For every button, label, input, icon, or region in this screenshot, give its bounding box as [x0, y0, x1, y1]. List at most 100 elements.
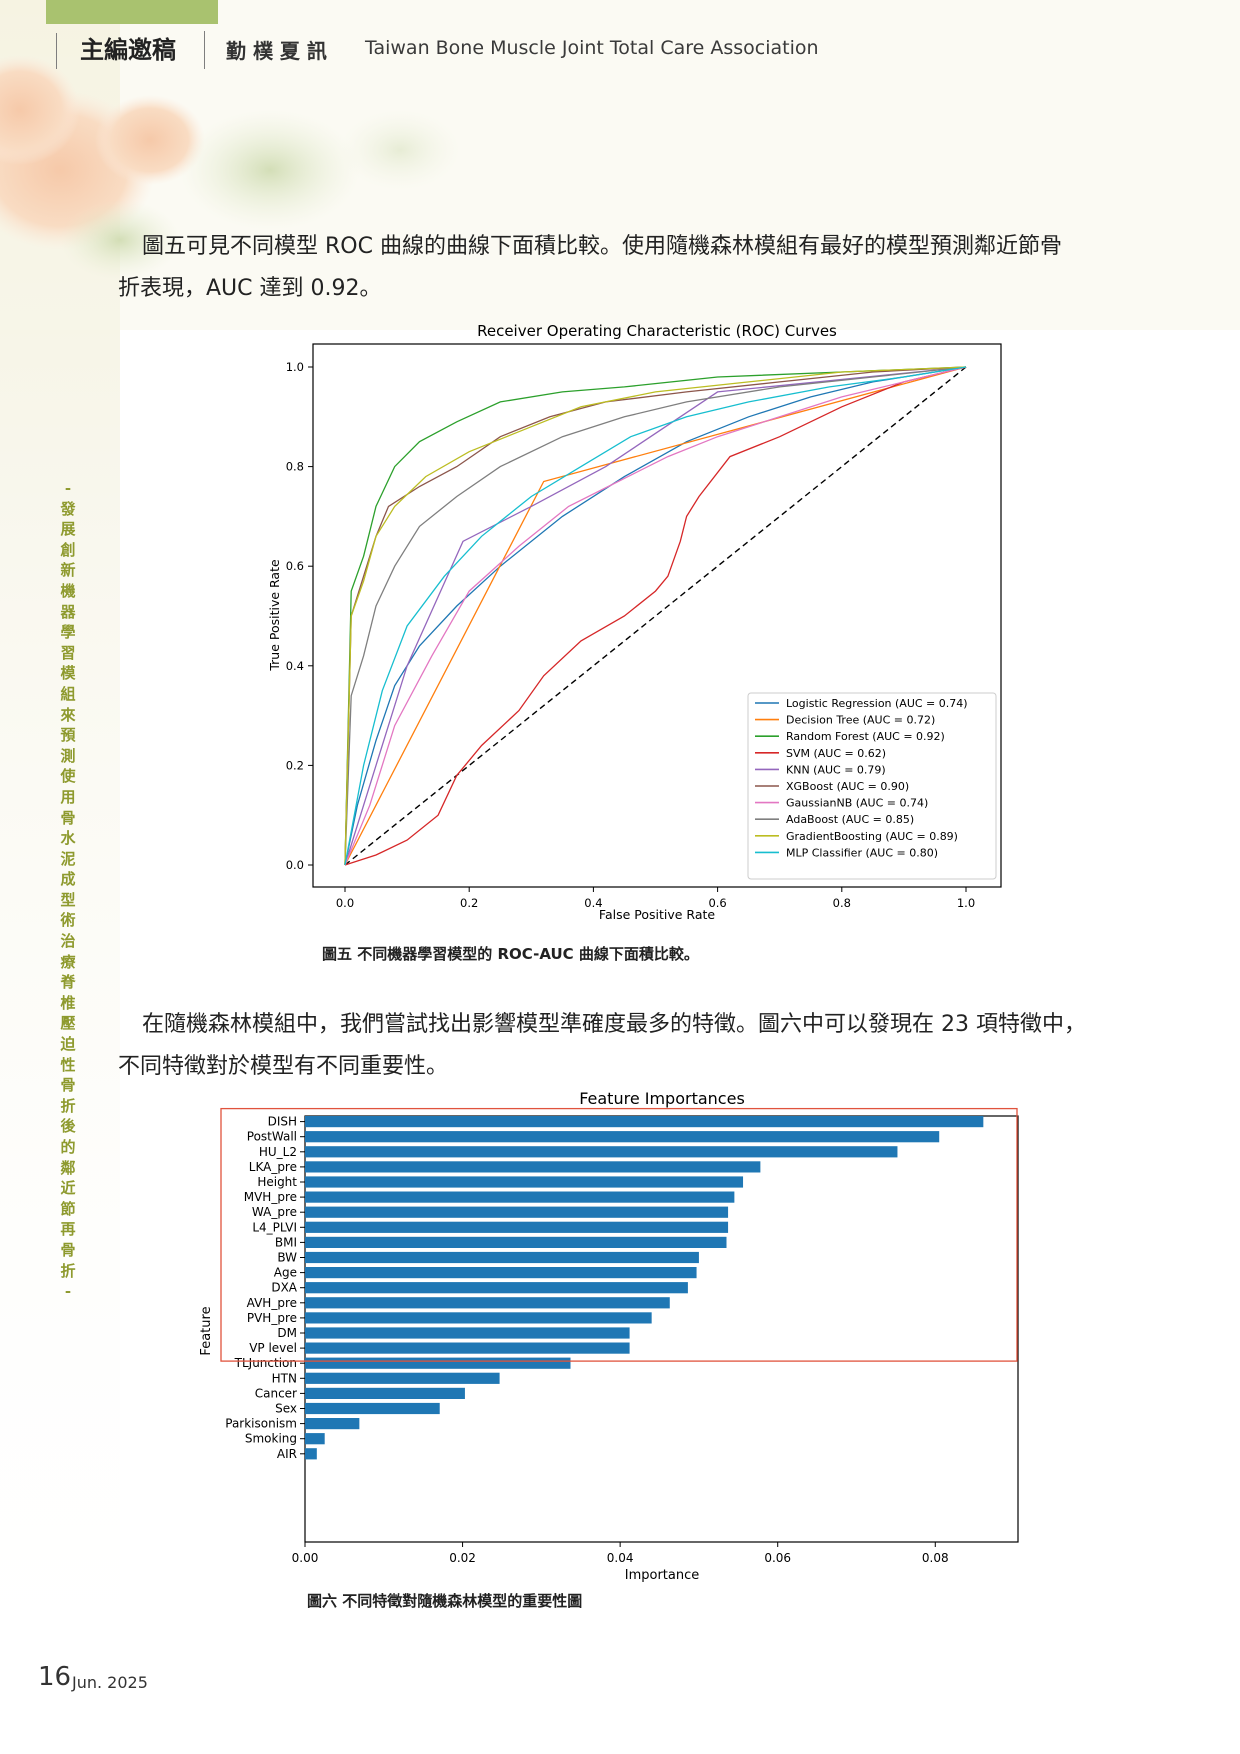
fi-feature-label: Height	[257, 1175, 297, 1189]
fi-x-tick-label: 0.00	[292, 1551, 319, 1565]
fi-bar	[305, 1342, 630, 1354]
fi-x-axis-label: Importance	[625, 1568, 700, 1583]
header-divider	[204, 31, 205, 69]
feature-importance-chart: Feature Importances DISHPostWallHU_L2LKA…	[199, 1089, 1019, 1583]
roc-x-axis-label: False Positive Rate	[599, 907, 715, 922]
fi-bar	[305, 1221, 729, 1233]
roc-series-line	[344, 366, 967, 866]
roc-legend-entry: Decision Tree (AUC = 0.72)	[786, 714, 935, 727]
fi-x-tick-label: 0.04	[607, 1551, 634, 1565]
roc-legend-entry: AdaBoost (AUC = 0.85)	[786, 813, 914, 826]
fi-bar	[305, 1251, 699, 1264]
roc-legend-entry: Random Forest (AUC = 0.92)	[786, 730, 945, 743]
fi-feature-label: VP level	[249, 1341, 297, 1355]
fi-feature-label: AIR	[277, 1447, 297, 1461]
paragraph-2: 在隨機森林模組中，我們嘗試找出影響模型準確度最多的特徵。圖六中可以發現在 23 …	[118, 1004, 1128, 1088]
fi-feature-label: Smoking	[245, 1432, 297, 1446]
roc-legend-entry: XGBoost (AUC = 0.90)	[786, 780, 909, 793]
figure-6-caption: 圖六 不同特徵對隨機森林模型的重要性圖	[307, 1592, 583, 1610]
roc-x-tick-label: 0.8	[833, 896, 851, 910]
roc-chart: Receiver Operating Characteristic (ROC) …	[267, 322, 1002, 922]
fi-feature-label: HTN	[272, 1371, 297, 1385]
roc-x-tick-label: 1.0	[957, 896, 975, 910]
fi-bar	[305, 1387, 465, 1399]
roc-x-tick-label: 0.0	[336, 896, 354, 910]
fi-feature-label: Sex	[275, 1402, 297, 1416]
roc-legend-entry: Logistic Regression (AUC = 0.74)	[786, 697, 968, 710]
fi-feature-label: AVH_pre	[247, 1296, 297, 1310]
roc-y-axis-label: True Positive Rate	[267, 559, 282, 672]
roc-x-tick-label: 0.2	[460, 896, 478, 910]
association-name: Taiwan Bone Muscle Joint Total Care Asso…	[365, 37, 819, 59]
fi-bar	[305, 1116, 984, 1128]
fi-bars-group: DISHPostWallHU_L2LKA_preHeightMVH_preWA_…	[225, 1115, 984, 1461]
fi-bar	[305, 1176, 744, 1188]
page-number: 16	[38, 1662, 72, 1692]
fi-bar	[305, 1191, 735, 1203]
fi-feature-label: TLJunction	[234, 1356, 297, 1370]
header-accent-bar	[46, 0, 218, 24]
fi-bar	[305, 1433, 325, 1445]
roc-x-tick-label: 0.6	[708, 896, 726, 910]
roc-chance-line	[344, 366, 967, 866]
roc-y-tick-label: 0.0	[286, 858, 304, 872]
roc-legend-entry: GradientBoosting (AUC = 0.89)	[786, 830, 958, 843]
fi-feature-label: MVH_pre	[244, 1190, 297, 1204]
paragraph-1: 圖五可見不同模型 ROC 曲線的曲線下面積比較。使用隨機森林模組有最好的模型預測…	[118, 226, 1128, 310]
roc-series-group	[344, 366, 967, 866]
roc-series-line	[344, 366, 967, 866]
fi-x-tick-label: 0.02	[449, 1551, 476, 1565]
fi-bar	[305, 1448, 317, 1460]
roc-series-line	[344, 366, 967, 866]
paragraph-2-line-2: 不同特徵對於模型有不同重要性。	[118, 1054, 449, 1079]
fi-feature-label: Cancer	[255, 1386, 297, 1400]
fi-bar	[305, 1418, 360, 1430]
fi-feature-label: HU_L2	[259, 1145, 297, 1159]
fi-bar	[305, 1236, 727, 1248]
fi-feature-label: DISH	[268, 1115, 297, 1129]
roc-series-line	[344, 366, 967, 866]
fi-feature-label: BW	[277, 1251, 297, 1265]
fi-bar	[305, 1267, 697, 1279]
roc-y-tick-label: 0.6	[286, 559, 304, 573]
fi-x-axis: 0.00 0.02 0.04 0.06 0.08	[292, 1542, 949, 1565]
roc-y-tick-label: 0.4	[286, 659, 304, 673]
roc-legend-entry: GaussianNB (AUC = 0.74)	[786, 797, 928, 810]
fi-feature-label: WA_pre	[252, 1205, 297, 1219]
fi-feature-label: Parkisonism	[225, 1417, 297, 1431]
roc-y-axis: 0.0 0.2 0.4 0.6 0.8 1.0	[286, 360, 313, 872]
article-title-vertical: - 發展創新機器學習模組來預測使用骨水泥成型術治療脊椎壓迫性骨折後的鄰近節再骨折…	[60, 479, 76, 1301]
paragraph-1-line-2: 折表現，AUC 達到 0.92。	[118, 276, 382, 301]
fi-bar	[305, 1312, 652, 1324]
paragraph-1-line-1: 圖五可見不同模型 ROC 曲線的曲線下面積比較。使用隨機森林模組有最好的模型預測…	[142, 234, 1062, 259]
fi-feature-label: BMI	[275, 1235, 297, 1249]
fi-feature-label: Age	[274, 1266, 297, 1280]
fi-bar	[305, 1206, 729, 1218]
fi-bar	[305, 1327, 630, 1339]
newsletter-name: 勤 樸 夏 訊	[226, 39, 327, 63]
fi-x-tick-label: 0.08	[922, 1551, 949, 1565]
fi-feature-label: LKA_pre	[249, 1160, 297, 1174]
roc-series-line	[344, 366, 967, 866]
fi-bar	[305, 1297, 670, 1309]
roc-y-tick-label: 0.2	[286, 758, 304, 772]
paragraph-2-line-1: 在隨機森林模組中，我們嘗試找出影響模型準確度最多的特徵。圖六中可以發現在 23 …	[142, 1012, 1086, 1037]
header-divider	[56, 33, 57, 69]
fi-feature-label: DM	[277, 1326, 297, 1340]
fi-bar	[305, 1357, 571, 1369]
roc-x-tick-label: 0.4	[584, 896, 602, 910]
fi-feature-label: DXA	[271, 1281, 297, 1295]
column-label: 主編邀稿	[80, 36, 176, 64]
fi-bar	[305, 1161, 761, 1173]
fi-chart-title: Feature Importances	[579, 1089, 745, 1108]
fi-x-tick-label: 0.06	[764, 1551, 791, 1565]
roc-series-line	[344, 366, 967, 866]
fi-y-axis-label: Feature	[199, 1306, 214, 1355]
roc-x-axis: 0.0 0.2 0.4 0.6 0.8 1.0	[336, 887, 975, 910]
issue-date: Jun. 2025	[72, 1673, 148, 1692]
fi-feature-label: L4_PLVI	[252, 1220, 297, 1234]
roc-y-tick-label: 1.0	[286, 360, 304, 374]
roc-legend-entry: SVM (AUC = 0.62)	[786, 747, 886, 760]
